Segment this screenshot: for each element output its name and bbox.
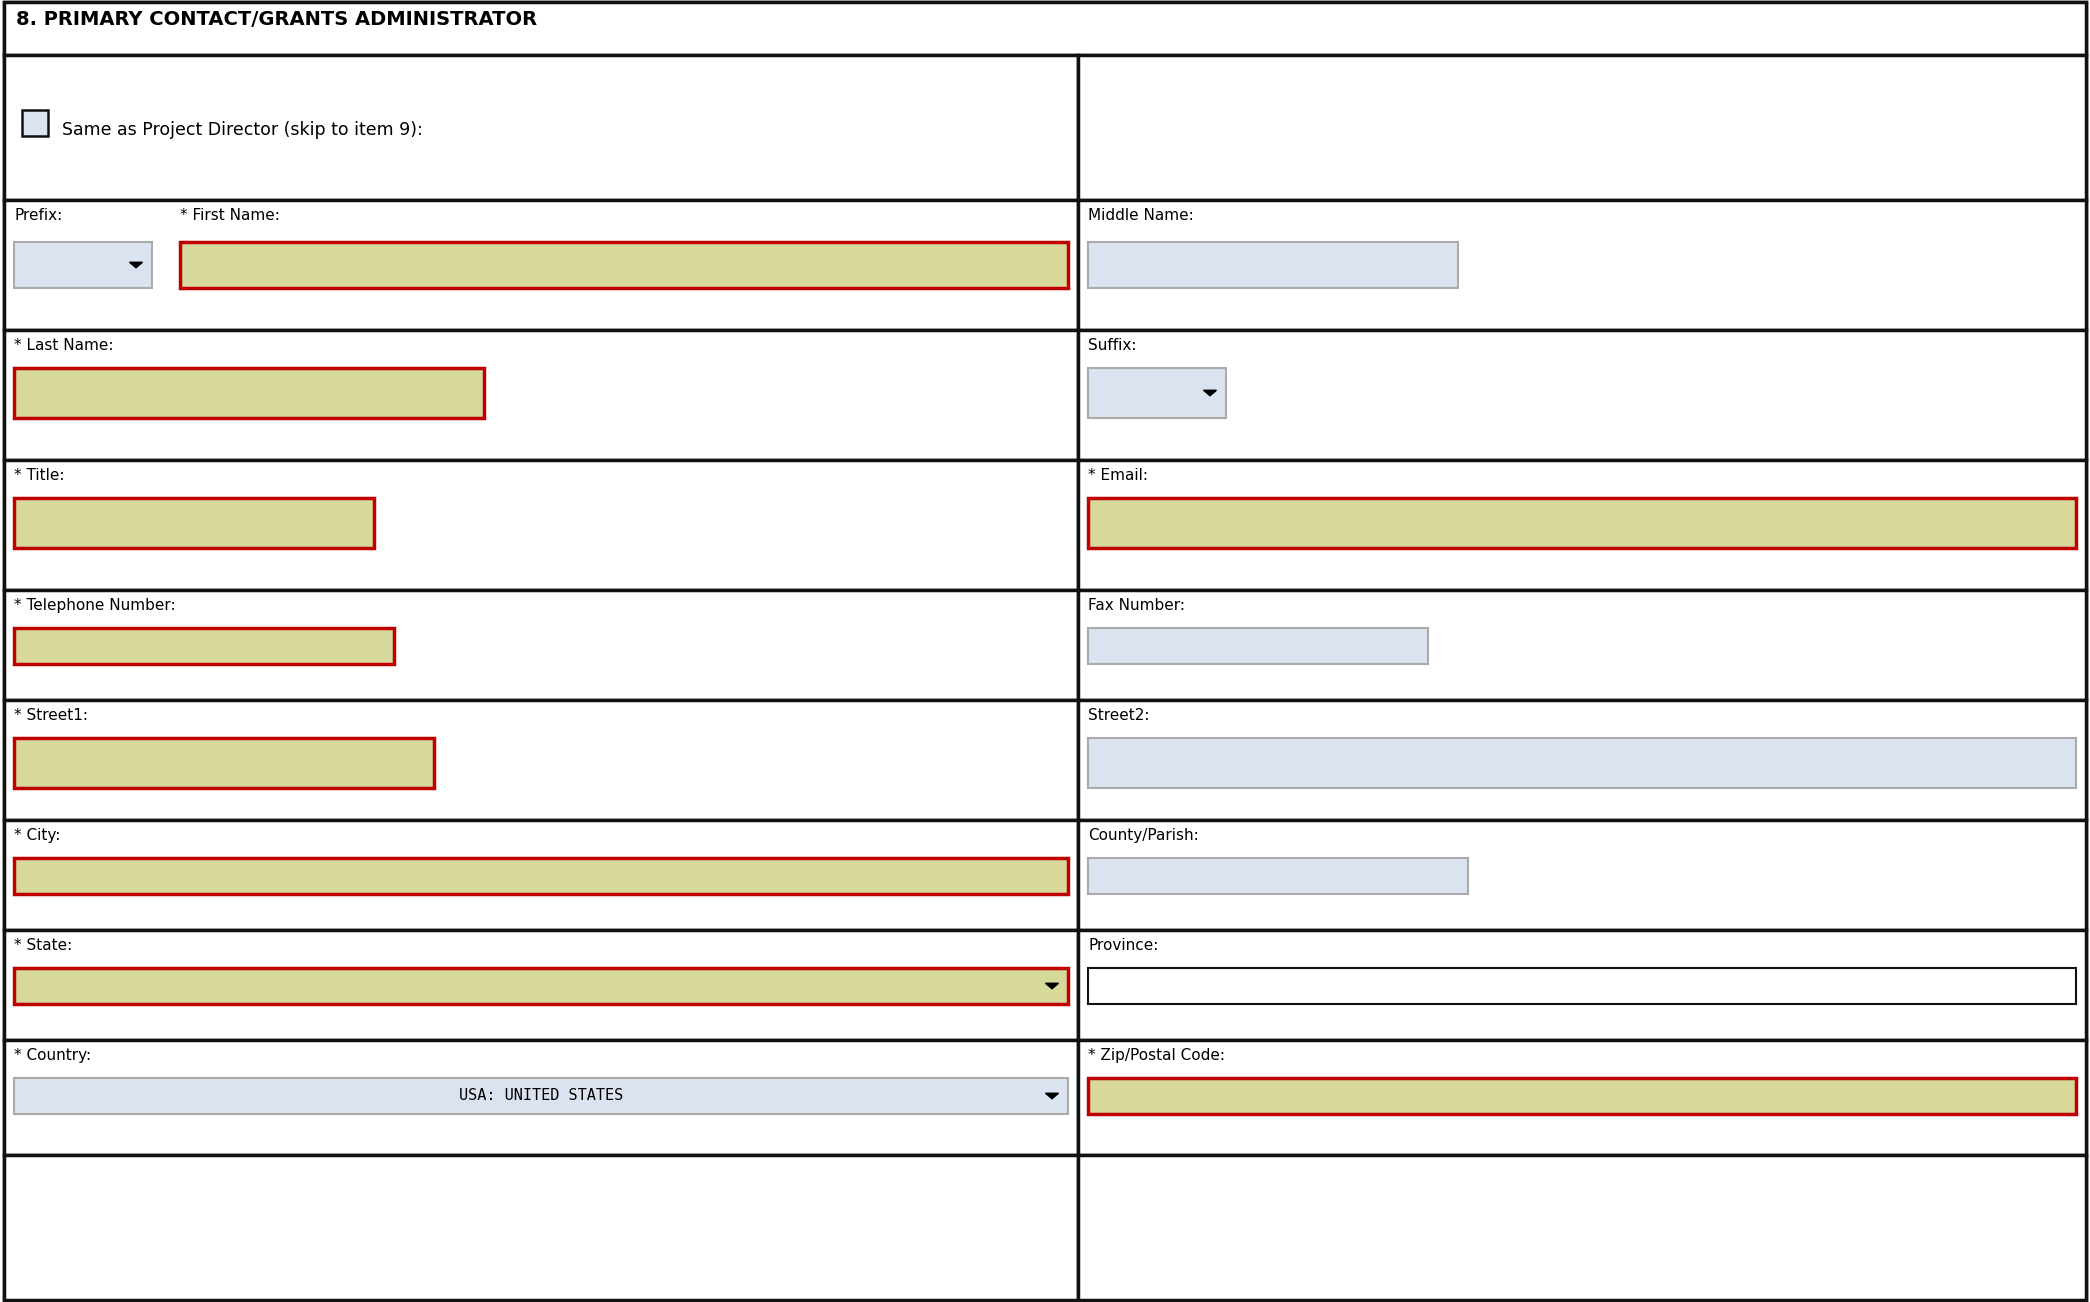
Bar: [1089, 738, 2075, 788]
Bar: [1078, 1155, 2086, 1299]
Text: * City:: * City:: [15, 828, 61, 842]
Bar: [15, 967, 1068, 1004]
Bar: [4, 1155, 1078, 1299]
Bar: [4, 820, 1078, 930]
Polygon shape: [130, 262, 142, 268]
Bar: [1078, 55, 2086, 201]
Text: Province:: Province:: [1089, 937, 1158, 953]
Text: * First Name:: * First Name:: [180, 208, 280, 223]
Bar: [1089, 242, 1459, 288]
Bar: [15, 738, 435, 788]
Bar: [1078, 201, 2086, 329]
Bar: [1078, 820, 2086, 930]
Bar: [1078, 329, 2086, 460]
Bar: [1089, 1078, 2075, 1115]
Bar: [1089, 497, 2075, 548]
Text: Suffix:: Suffix:: [1089, 339, 1137, 353]
Text: Fax Number:: Fax Number:: [1089, 598, 1185, 613]
Text: USA: UNITED STATES: USA: UNITED STATES: [460, 1088, 623, 1104]
Text: * Country:: * Country:: [15, 1048, 92, 1062]
Bar: [1078, 590, 2086, 700]
Bar: [15, 858, 1068, 894]
Bar: [4, 590, 1078, 700]
Text: Same as Project Director (skip to item 9):: Same as Project Director (skip to item 9…: [63, 121, 422, 139]
Bar: [4, 3, 2086, 55]
Bar: [1078, 930, 2086, 1040]
Text: * Title:: * Title:: [15, 467, 65, 483]
Bar: [4, 460, 1078, 590]
Bar: [15, 368, 485, 418]
Bar: [4, 55, 1078, 201]
Bar: [4, 930, 1078, 1040]
Bar: [1078, 460, 2086, 590]
Text: Middle Name:: Middle Name:: [1089, 208, 1193, 223]
Bar: [4, 201, 1078, 329]
Text: * Email:: * Email:: [1089, 467, 1147, 483]
Text: Street2:: Street2:: [1089, 708, 1150, 723]
Bar: [1078, 700, 2086, 820]
Bar: [15, 242, 153, 288]
Polygon shape: [1045, 1094, 1058, 1099]
Bar: [180, 242, 1068, 288]
Bar: [1089, 858, 1467, 894]
Text: County/Parish:: County/Parish:: [1089, 828, 1200, 842]
Bar: [15, 497, 374, 548]
Bar: [1078, 1040, 2086, 1155]
Text: 8. PRIMARY CONTACT/GRANTS ADMINISTRATOR: 8. PRIMARY CONTACT/GRANTS ADMINISTRATOR: [17, 10, 537, 29]
Bar: [4, 700, 1078, 820]
Text: Prefix:: Prefix:: [15, 208, 63, 223]
Bar: [1089, 967, 2075, 1004]
Text: * Zip/Postal Code:: * Zip/Postal Code:: [1089, 1048, 1225, 1062]
Polygon shape: [1204, 391, 1216, 396]
Text: * State:: * State:: [15, 937, 73, 953]
Bar: [23, 111, 48, 137]
Bar: [1089, 628, 1427, 664]
Bar: [15, 628, 395, 664]
Text: * Last Name:: * Last Name:: [15, 339, 113, 353]
Bar: [15, 1078, 1068, 1115]
Polygon shape: [1045, 983, 1058, 988]
Text: * Street1:: * Street1:: [15, 708, 88, 723]
Bar: [4, 329, 1078, 460]
Bar: [1089, 368, 1227, 418]
Bar: [4, 1040, 1078, 1155]
Text: * Telephone Number:: * Telephone Number:: [15, 598, 176, 613]
